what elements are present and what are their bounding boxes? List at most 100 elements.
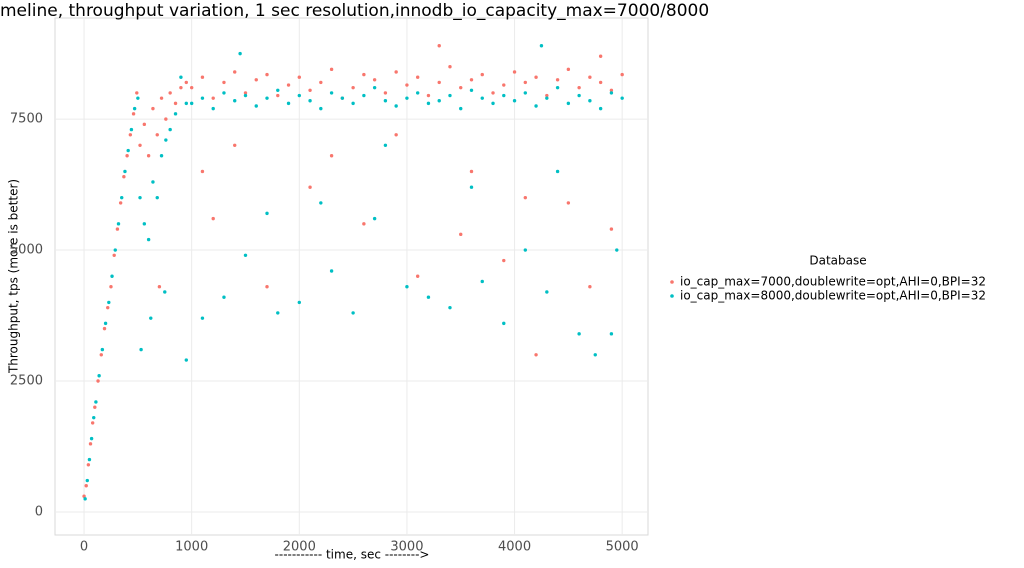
point bbox=[168, 127, 172, 132]
point bbox=[362, 72, 366, 77]
point bbox=[405, 96, 409, 100]
point bbox=[222, 80, 226, 85]
point bbox=[96, 379, 100, 383]
point bbox=[512, 70, 517, 74]
point bbox=[184, 80, 188, 85]
point bbox=[276, 311, 280, 315]
point bbox=[89, 436, 94, 441]
point bbox=[588, 99, 592, 103]
point bbox=[84, 484, 88, 488]
point bbox=[265, 285, 269, 289]
point bbox=[120, 195, 124, 200]
y-tick-label: 0 bbox=[35, 504, 43, 519]
point bbox=[159, 154, 164, 158]
point bbox=[620, 72, 624, 77]
point bbox=[113, 248, 117, 252]
point bbox=[159, 96, 164, 100]
point bbox=[351, 85, 355, 90]
x-tick-label: 5000 bbox=[606, 540, 639, 555]
point bbox=[297, 75, 302, 79]
point bbox=[200, 169, 205, 174]
point bbox=[394, 70, 398, 74]
point bbox=[107, 300, 111, 305]
point bbox=[340, 96, 345, 100]
point bbox=[362, 222, 366, 226]
point bbox=[142, 222, 147, 226]
point bbox=[173, 112, 178, 116]
point bbox=[555, 78, 560, 82]
point bbox=[502, 93, 506, 98]
point bbox=[588, 285, 592, 289]
point bbox=[405, 83, 409, 87]
point bbox=[351, 101, 355, 106]
point bbox=[459, 106, 463, 111]
point bbox=[151, 106, 155, 111]
point bbox=[593, 353, 597, 357]
x-tick-label: 4000 bbox=[498, 540, 531, 555]
point bbox=[448, 93, 452, 98]
point bbox=[502, 258, 506, 263]
point bbox=[88, 442, 93, 446]
point bbox=[222, 295, 226, 299]
point bbox=[200, 96, 205, 100]
point bbox=[128, 133, 133, 137]
point bbox=[109, 285, 113, 289]
point bbox=[276, 93, 280, 98]
point bbox=[297, 300, 302, 305]
point bbox=[609, 88, 614, 92]
point bbox=[545, 96, 549, 100]
legend-label: io_cap_max=8000,doublewrite=opt,AHI=0,BP… bbox=[680, 289, 986, 303]
point bbox=[135, 91, 139, 95]
point bbox=[577, 85, 581, 90]
point bbox=[115, 227, 120, 231]
point bbox=[118, 201, 123, 205]
point bbox=[100, 347, 105, 352]
point bbox=[426, 295, 431, 299]
point bbox=[189, 101, 194, 106]
point bbox=[615, 248, 619, 252]
point bbox=[469, 169, 474, 174]
point bbox=[329, 154, 334, 158]
point bbox=[459, 85, 463, 90]
point bbox=[372, 85, 377, 90]
point bbox=[415, 91, 420, 95]
point bbox=[155, 195, 159, 200]
point bbox=[110, 274, 114, 278]
point bbox=[276, 88, 280, 92]
point bbox=[222, 91, 226, 95]
y-axis-label: Throughput, tps (more is better) bbox=[7, 179, 21, 374]
point bbox=[448, 305, 452, 310]
point bbox=[351, 311, 355, 315]
point bbox=[329, 269, 334, 273]
point bbox=[122, 175, 126, 179]
point bbox=[102, 326, 107, 331]
point bbox=[588, 75, 592, 79]
point bbox=[86, 463, 91, 467]
point bbox=[545, 93, 549, 98]
point bbox=[243, 91, 248, 95]
point bbox=[99, 353, 103, 357]
point bbox=[189, 85, 194, 90]
point bbox=[539, 44, 544, 48]
point bbox=[254, 104, 258, 108]
point bbox=[512, 99, 517, 103]
point bbox=[136, 96, 140, 100]
point bbox=[329, 67, 334, 72]
point bbox=[243, 253, 248, 257]
point bbox=[437, 44, 441, 48]
point bbox=[200, 75, 205, 79]
point bbox=[469, 88, 474, 92]
point bbox=[566, 101, 571, 106]
point bbox=[545, 290, 549, 294]
point bbox=[502, 321, 506, 326]
point bbox=[146, 154, 151, 158]
point bbox=[319, 201, 323, 205]
point bbox=[149, 316, 153, 320]
point bbox=[523, 248, 528, 252]
point bbox=[609, 91, 614, 95]
point bbox=[620, 96, 624, 100]
point bbox=[211, 96, 215, 100]
legend-label: io_cap_max=7000,doublewrite=opt,AHI=0,BP… bbox=[680, 275, 986, 289]
point bbox=[93, 405, 97, 409]
